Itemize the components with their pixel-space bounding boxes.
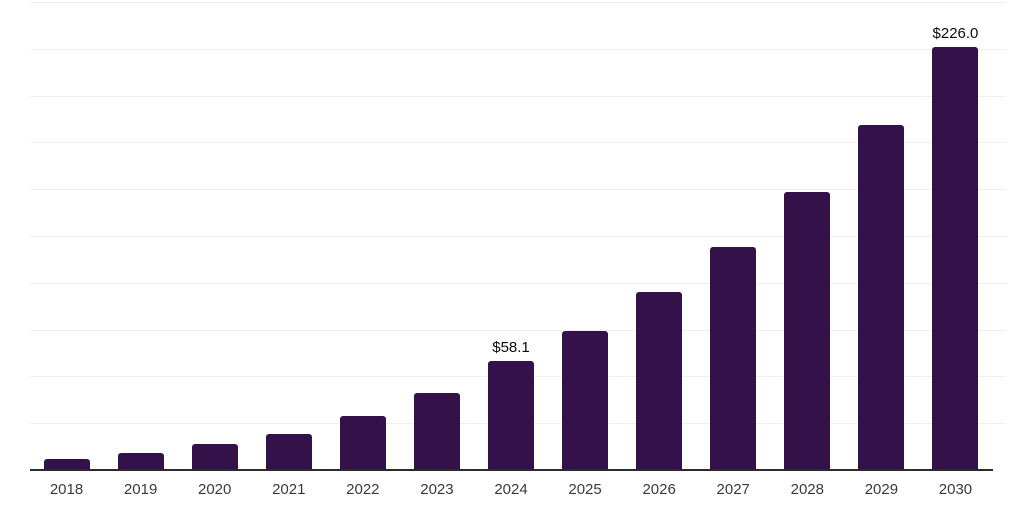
- gridline: [29, 282, 1006, 284]
- bar-2018: [43, 458, 90, 470]
- value-label-2030: $226.0: [932, 24, 979, 42]
- bar-2020: [191, 443, 238, 470]
- bar-2023: [413, 393, 460, 470]
- x-axis-line: [29, 469, 993, 471]
- x-tick-2018: 2018: [49, 481, 84, 498]
- bar-2019: [117, 453, 164, 470]
- gridline: [29, 142, 1006, 144]
- x-tick-2019: 2019: [123, 481, 158, 498]
- bar-2027: [710, 247, 757, 470]
- bar-2028: [784, 192, 831, 470]
- bar-2029: [858, 124, 905, 470]
- x-tick-2023: 2023: [420, 481, 454, 498]
- gridline: [29, 189, 1006, 191]
- x-tick-2028: 2028: [790, 481, 824, 498]
- bar-2030: [932, 46, 979, 470]
- bar-2026: [636, 292, 683, 470]
- x-tick-2021: 2021: [272, 481, 306, 498]
- bar-2021: [265, 433, 312, 470]
- x-tick-2026: 2026: [642, 481, 676, 498]
- x-tick-2027: 2027: [716, 481, 750, 498]
- bar-2022: [339, 415, 386, 470]
- x-tick-2022: 2022: [346, 481, 380, 498]
- gridline: [29, 236, 1006, 237]
- x-tick-2030: 2030: [938, 481, 973, 498]
- gridline: [29, 95, 1006, 97]
- gridline: [29, 329, 1006, 331]
- x-tick-2025: 2025: [568, 481, 602, 498]
- bar-2024: [488, 361, 534, 470]
- bar-2025: [562, 331, 609, 470]
- gridline: [29, 48, 1006, 50]
- x-tick-2024: 2024: [494, 481, 528, 498]
- x-tick-2029: 2029: [864, 481, 899, 498]
- x-tick-2020: 2020: [198, 481, 232, 498]
- gridline: [29, 2, 1006, 3]
- value-label-2024: $58.1: [492, 339, 530, 357]
